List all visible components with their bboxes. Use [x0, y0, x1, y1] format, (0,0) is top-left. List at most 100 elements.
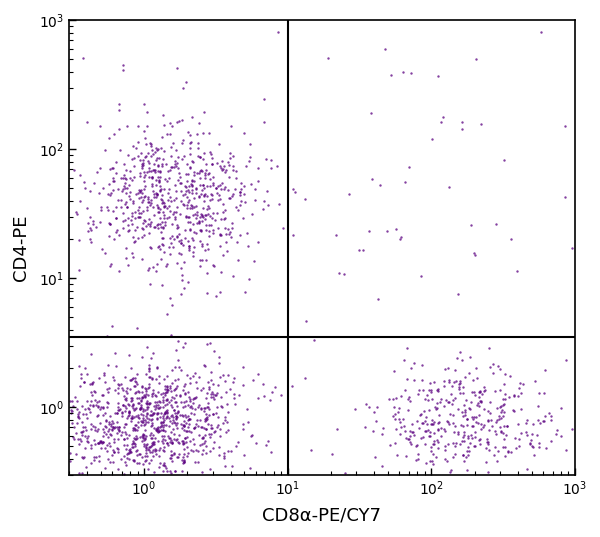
Point: [236, 179, 245, 187]
Point: [86, 226, 96, 235]
Point: [458, 389, 468, 397]
Point: [185, 204, 195, 213]
Point: [340, 270, 349, 278]
Point: [181, 213, 191, 221]
Point: [496, 402, 506, 411]
Point: [131, 373, 140, 382]
Point: [248, 376, 258, 384]
Point: [143, 402, 153, 411]
Point: [79, 423, 88, 431]
Point: [178, 135, 188, 144]
Point: [72, 397, 82, 405]
Point: [189, 228, 199, 236]
Point: [140, 419, 150, 428]
Point: [172, 418, 182, 427]
Point: [96, 438, 106, 447]
Point: [521, 427, 530, 436]
Point: [427, 416, 437, 424]
Point: [89, 436, 99, 444]
Point: [220, 168, 230, 177]
Point: [166, 412, 176, 420]
Point: [80, 422, 90, 431]
Point: [194, 217, 203, 226]
Point: [194, 372, 203, 381]
Point: [193, 144, 203, 153]
Point: [233, 206, 243, 214]
Point: [378, 424, 388, 432]
Point: [78, 410, 88, 419]
Point: [163, 413, 172, 422]
Point: [77, 469, 87, 477]
Point: [467, 422, 477, 431]
Point: [160, 202, 169, 211]
Point: [165, 467, 175, 475]
Point: [395, 234, 405, 243]
Point: [105, 412, 115, 420]
Point: [98, 437, 108, 446]
Point: [144, 361, 154, 369]
Point: [167, 419, 176, 427]
Point: [241, 198, 250, 206]
Point: [70, 165, 79, 174]
Point: [187, 409, 196, 417]
Point: [178, 411, 188, 420]
Point: [205, 148, 215, 156]
Point: [194, 401, 204, 409]
Point: [359, 246, 368, 255]
Point: [212, 423, 221, 431]
Point: [67, 409, 76, 417]
Point: [153, 220, 163, 228]
Point: [289, 230, 298, 239]
Point: [166, 396, 176, 404]
Point: [87, 379, 97, 388]
Point: [412, 440, 421, 449]
Point: [110, 130, 119, 139]
Point: [137, 233, 147, 242]
Point: [167, 301, 176, 310]
Point: [418, 386, 428, 394]
Point: [369, 408, 379, 417]
Point: [148, 438, 158, 446]
Point: [95, 404, 105, 413]
Point: [146, 421, 155, 430]
Point: [109, 424, 118, 433]
Point: [155, 172, 165, 181]
Point: [495, 423, 505, 431]
Point: [119, 435, 129, 444]
Point: [440, 455, 449, 463]
Point: [496, 386, 505, 395]
Point: [127, 155, 137, 163]
Point: [96, 206, 106, 214]
Point: [196, 167, 205, 176]
Point: [95, 438, 104, 446]
Point: [144, 415, 154, 424]
Point: [140, 192, 149, 200]
Point: [71, 449, 81, 458]
Point: [560, 193, 569, 201]
Point: [128, 402, 137, 410]
Point: [163, 177, 172, 186]
Point: [438, 112, 448, 121]
Point: [86, 397, 96, 406]
Point: [440, 446, 450, 454]
Point: [198, 181, 208, 190]
Point: [174, 237, 184, 245]
Point: [184, 393, 194, 401]
Point: [184, 188, 194, 197]
Point: [427, 419, 437, 428]
Point: [228, 162, 238, 171]
Point: [218, 165, 227, 174]
Point: [122, 121, 131, 130]
Point: [85, 400, 95, 409]
Point: [458, 422, 468, 430]
Point: [509, 407, 519, 415]
Point: [403, 435, 413, 444]
Point: [128, 400, 138, 408]
Point: [482, 437, 492, 446]
Point: [457, 124, 466, 133]
Point: [123, 411, 133, 420]
Point: [479, 387, 489, 396]
Point: [189, 410, 199, 419]
Point: [71, 208, 81, 216]
Point: [480, 386, 490, 395]
